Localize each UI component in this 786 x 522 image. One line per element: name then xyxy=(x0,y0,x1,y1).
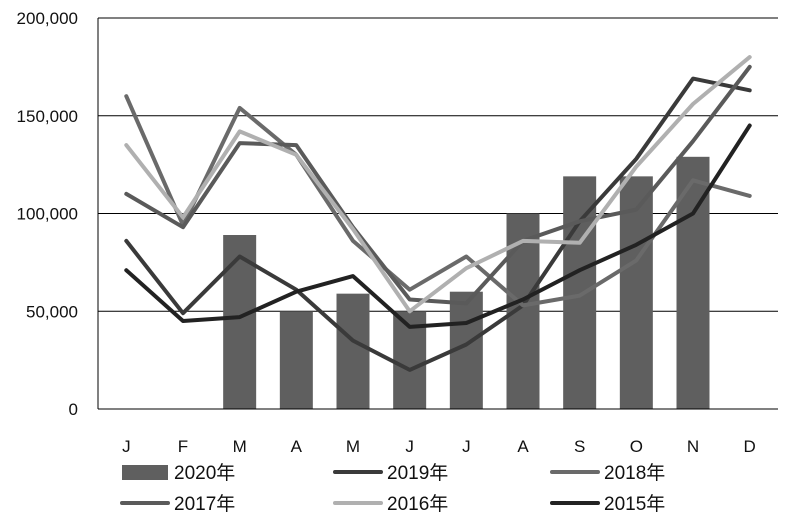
legend-label: 2018年 xyxy=(604,462,665,484)
bars xyxy=(223,156,710,409)
legend-label: 2016年 xyxy=(387,493,448,515)
x-tick-label: F xyxy=(178,437,188,456)
series-line xyxy=(124,55,752,314)
axes: 0 50,000 100,000 150,000 200,000 J F M A M J J A S O N D xyxy=(17,9,778,456)
bar xyxy=(279,311,313,409)
x-tick-label: S xyxy=(574,437,585,456)
x-tick-label: J xyxy=(122,437,131,456)
x-tick-label: N xyxy=(687,437,699,456)
bar xyxy=(563,176,597,409)
legend-swatch xyxy=(122,465,168,480)
legend: 2020年 2019年 2018年 2017年 2016年 2015年 xyxy=(120,462,665,515)
y-tick-label: 50,000 xyxy=(26,302,78,321)
y-tick-label: 200,000 xyxy=(17,9,78,28)
x-tick-label: A xyxy=(517,437,529,456)
series-line xyxy=(124,123,752,329)
bar xyxy=(336,293,370,409)
x-tick-label: J xyxy=(462,437,471,456)
legend-label: 2019年 xyxy=(387,462,448,484)
legend-label: 2017年 xyxy=(174,493,235,515)
x-tick-label: J xyxy=(405,437,414,456)
legend-label: 2020年 xyxy=(174,462,235,484)
bar xyxy=(619,176,653,409)
x-tick-label: D xyxy=(744,437,756,456)
x-tick-label: A xyxy=(291,437,303,456)
series-line xyxy=(124,64,752,306)
series-line xyxy=(124,94,752,308)
y-tick-label: 150,000 xyxy=(17,107,78,126)
y-tick-label: 0 xyxy=(69,400,78,419)
y-tick-label: 100,000 xyxy=(17,205,78,224)
x-tick-label: M xyxy=(346,437,360,456)
x-tick-label: M xyxy=(233,437,247,456)
x-tick-label: O xyxy=(630,437,643,456)
lines xyxy=(124,55,752,372)
grid xyxy=(98,17,778,312)
series-line xyxy=(124,76,752,372)
legend-label: 2015年 xyxy=(604,493,665,515)
